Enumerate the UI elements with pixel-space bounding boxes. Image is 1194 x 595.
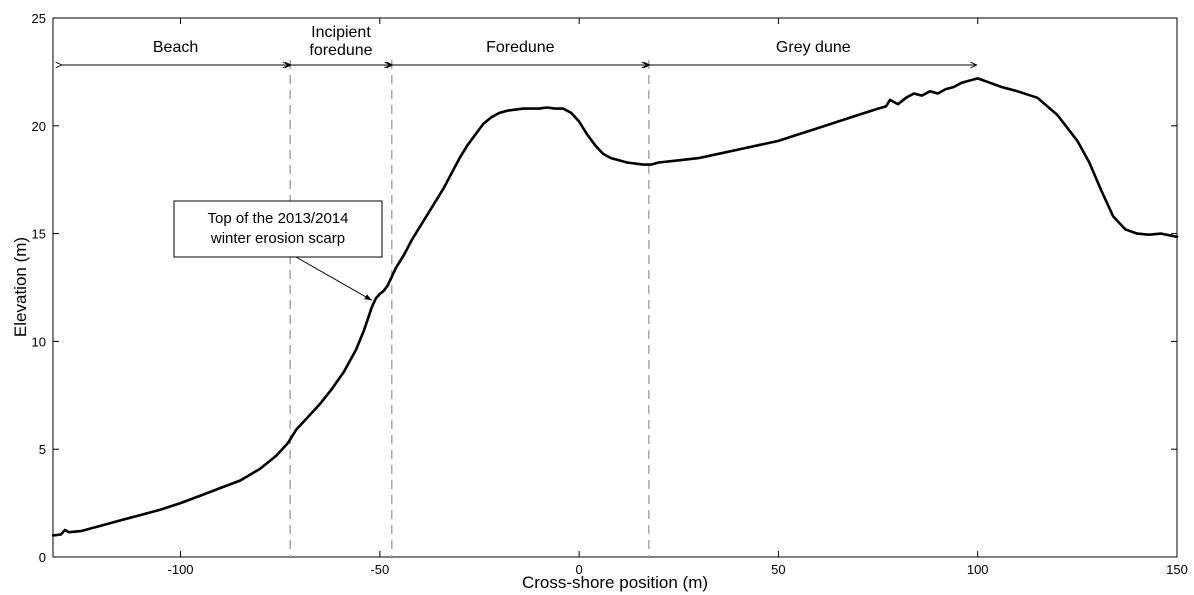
scarp-annotation: Top of the 2013/2014 winter erosion scarp — [173, 200, 383, 301]
annotation-text: Top of the 2013/2014 — [208, 210, 349, 227]
profile-line — [51, 77, 1179, 537]
zone-label: foredune — [309, 42, 372, 59]
y-tick-label: 10 — [32, 334, 46, 349]
y-tick-label: 0 — [39, 550, 46, 565]
axis-ticks: -100 -50 0 50 100 150 0 5 10 15 20 25 — [32, 11, 1188, 577]
annotation-arrow — [295, 256, 373, 301]
x-axis-title: Cross-shore position (m) — [522, 573, 708, 592]
y-tick-label: 20 — [32, 119, 46, 134]
y-tick-label: 5 — [39, 442, 46, 457]
y-tick-label: 25 — [32, 11, 46, 26]
y-axis-title: Elevation (m) — [11, 237, 30, 337]
zone-label: Foredune — [486, 39, 555, 56]
zone-label: Beach — [153, 39, 198, 56]
zone-label: Incipient — [311, 24, 371, 41]
x-tick-label: 50 — [771, 562, 785, 577]
annotation-text: winter erosion scarp — [210, 230, 345, 247]
y-tick-label: 15 — [32, 227, 46, 242]
zone-boundaries — [289, 60, 650, 557]
plot-frame — [52, 17, 1178, 558]
x-tick-label: -100 — [168, 562, 194, 577]
x-tick-label: 150 — [1166, 562, 1188, 577]
x-tick-label: -50 — [370, 562, 389, 577]
annotation-box — [173, 200, 383, 258]
zone-label: Grey dune — [776, 39, 851, 56]
x-tick-label: 100 — [967, 562, 989, 577]
x-tick-label: 0 — [576, 562, 583, 577]
